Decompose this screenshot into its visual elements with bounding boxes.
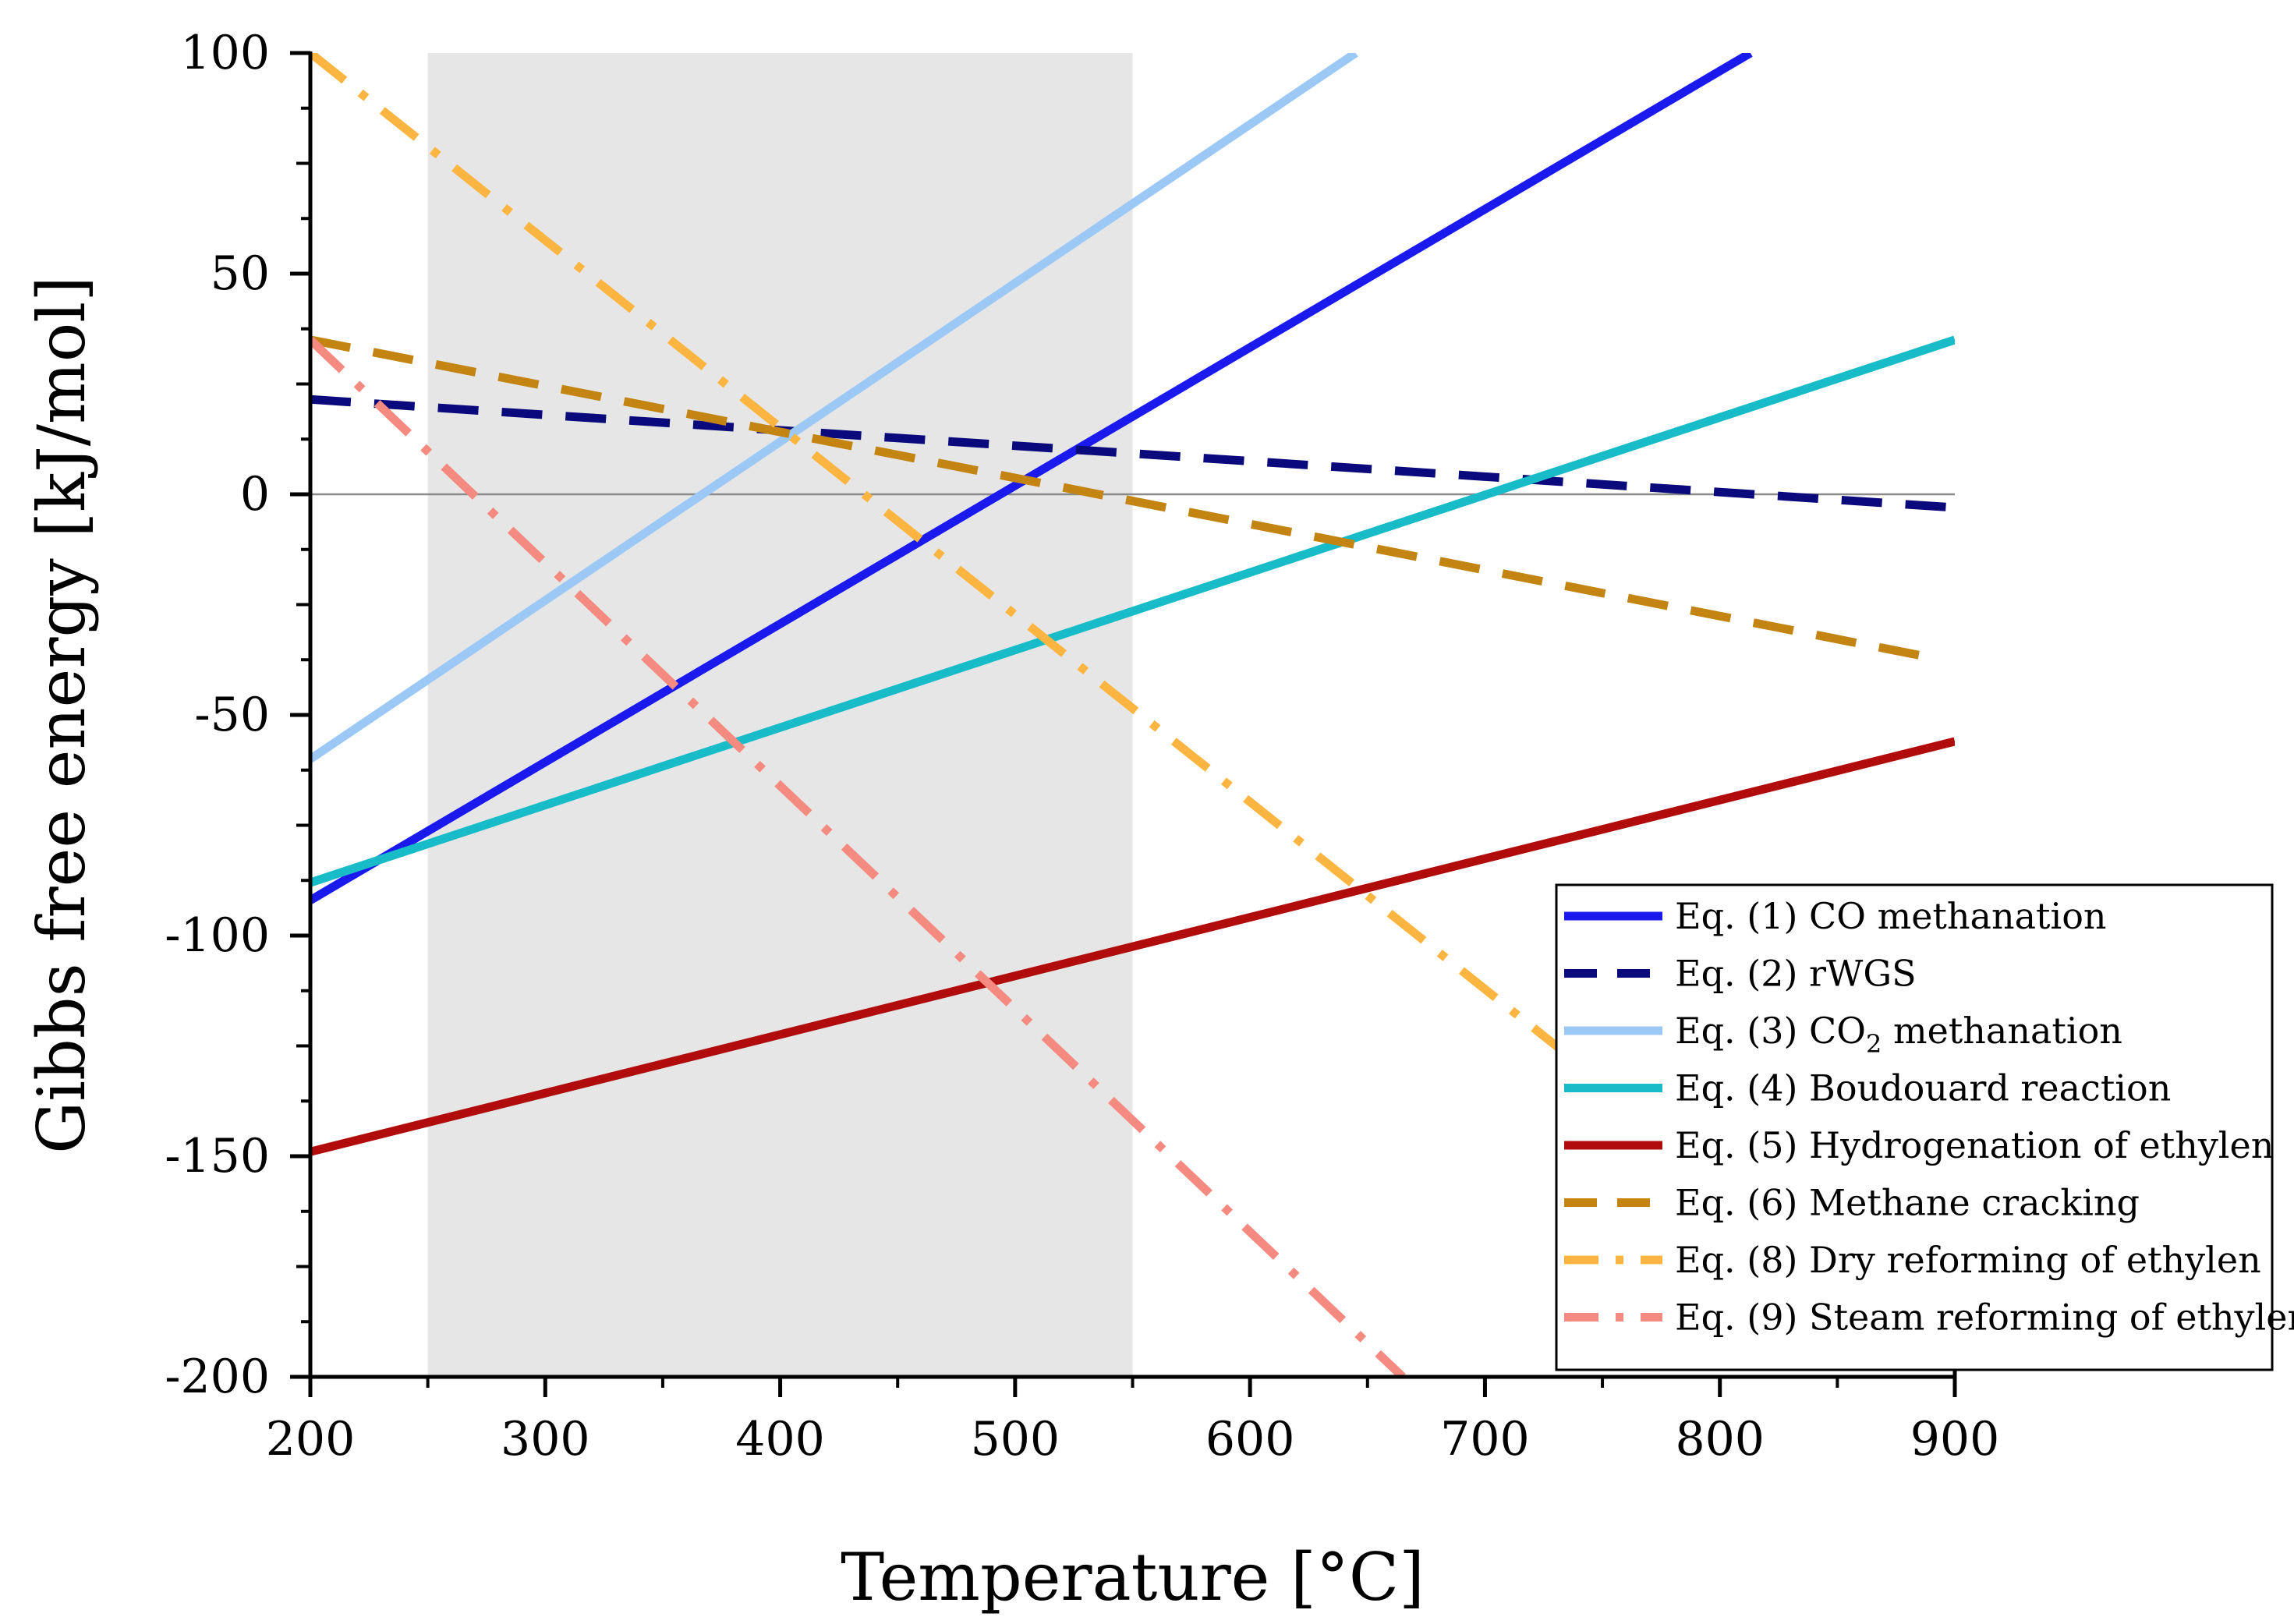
x-tick-label: 800 [1675,1412,1765,1467]
y-axis-title: Gibbs free energy [kJ/mol] [23,276,100,1154]
series-line-s5 [310,737,1955,1156]
legend-label-s4: Eq. (4) Boudouard reaction [1675,1067,2171,1109]
x-axis-title: Temperature [°C] [841,1539,1425,1615]
x-tick-label: 400 [735,1412,825,1467]
y-ticks: 100 50 0 -50 -100 -150 -200 [165,26,310,1404]
y-tick-label: -50 [194,688,270,742]
legend-label-s3: Eq. (3) CO2 methanation [1675,1010,2122,1059]
series-line-s2 [310,395,1955,512]
legend-label-s1: Eq. (1) CO methanation [1675,895,2107,937]
series-line-s6 [310,335,1932,662]
series-line-s9 [310,336,1406,1377]
y-tick-label: -150 [165,1129,270,1184]
legend-label-s2: Eq. (2) rWGS [1675,953,1917,995]
y-tick-label: 0 [240,467,270,522]
y-tick-label: 100 [180,26,270,80]
y-tick-label: 50 [211,246,270,301]
series-line-s3 [310,53,1358,763]
legend-subscript: 2 [1866,1029,1882,1059]
legend-label-s9: Eq. (9) Steam reforming of ethylen [1675,1297,2294,1339]
x-tick-label: 900 [1910,1412,2000,1467]
x-tick-label: 500 [971,1412,1060,1467]
legend-label-rest: methanation [1882,1010,2122,1052]
x-tick-label: 200 [266,1412,356,1467]
legend-label-s8: Eq. (8) Dry reforming of ethylen [1675,1239,2261,1281]
y-tick-label: -200 [165,1350,270,1404]
x-tick-label: 300 [501,1412,590,1467]
x-tick-label: 700 [1440,1412,1530,1467]
legend: Eq. (1) CO methanation Eq. (2) rWGS Eq. (3… [1555,883,2294,1371]
legend-label-s5: Eq. (5) Hydrogenation of ethylen [1675,1124,2274,1166]
legend-box [1555,883,2274,1371]
x-tick-label: 600 [1205,1412,1295,1467]
legend-label-s6: Eq. (6) Methane cracking [1675,1182,2140,1224]
x-ticks: 200 300 400 500 600 700 800 900 [266,1377,2000,1467]
temperature-window-shading [427,53,1133,1377]
series-line-s4 [310,335,1955,887]
y-tick-label: -100 [165,908,270,963]
